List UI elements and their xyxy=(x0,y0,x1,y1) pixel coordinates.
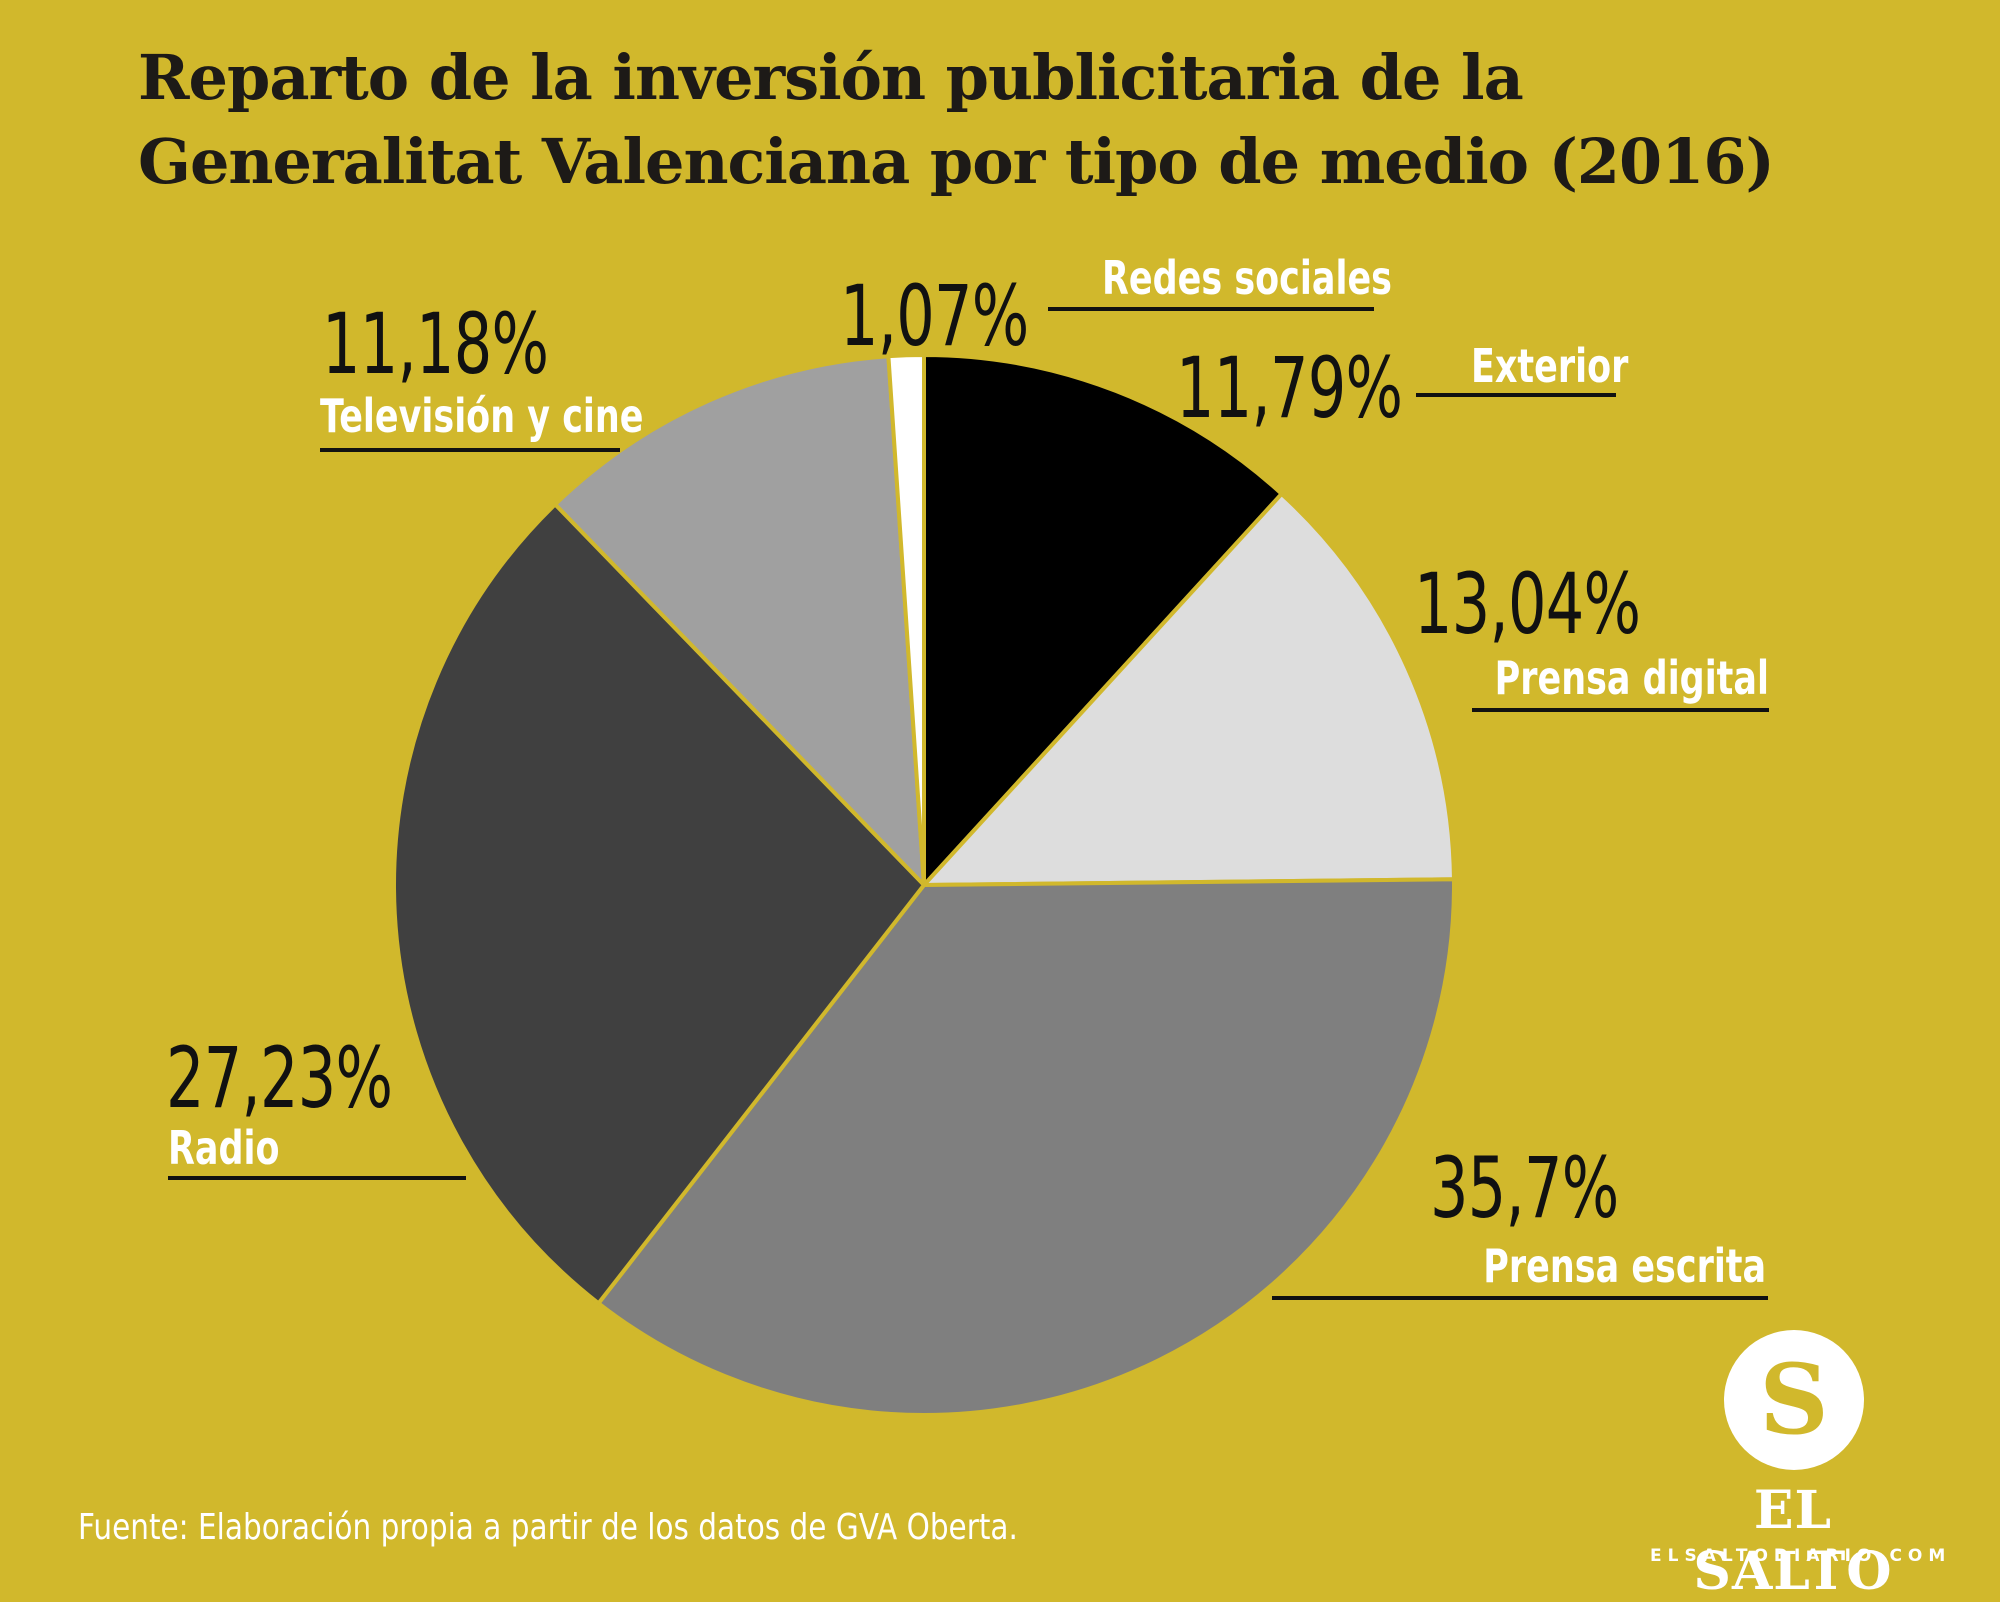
chart-title-line-2: Generalitat Valenciana por tipo de medio… xyxy=(138,125,1775,198)
leader-rule-radio xyxy=(168,1176,466,1180)
pie-slice-radio xyxy=(392,502,926,1306)
pie-slice-prensa-escrita xyxy=(596,877,1456,1417)
logo-monogram: S xyxy=(1759,1343,1829,1456)
value-label-redes-sociales: 1,07% xyxy=(840,267,1029,365)
category-label-redes-sociales: Redes sociales xyxy=(1102,251,1392,305)
pie-slice-prensa-digital xyxy=(922,491,1456,887)
chart-title-line-1: Reparto de la inversión publicitaria de … xyxy=(138,41,1524,114)
category-label-exterior: Exterior xyxy=(1471,339,1629,393)
chart-title: Reparto de la inversión publicitaria de … xyxy=(138,36,1838,204)
category-label-prensa-digital: Prensa digital xyxy=(1494,651,1769,705)
value-label-television-y-cine: 11,18% xyxy=(322,295,549,393)
leader-rule-prensa-escrita xyxy=(1272,1296,1768,1300)
value-label-radio: 27,23% xyxy=(166,1029,393,1127)
value-label-prensa-digital: 13,04% xyxy=(1414,555,1641,653)
pie-slice-exterior xyxy=(922,353,1284,887)
leader-rule-redes-sociales xyxy=(1048,307,1374,311)
pie-slice-redes-sociales xyxy=(886,353,926,887)
leader-rule-television-y-cine xyxy=(320,448,620,452)
el-salto-logo: S xyxy=(1724,1330,1864,1470)
source-note: Fuente: Elaboración propia a partir de l… xyxy=(78,1507,1018,1548)
category-label-prensa-escrita: Prensa escrita xyxy=(1483,1239,1766,1293)
category-label-radio: Radio xyxy=(168,1121,280,1175)
leader-rule-exterior xyxy=(1416,393,1616,397)
value-label-exterior: 11,79% xyxy=(1176,339,1403,437)
category-label-television-y-cine: Televisión y cine xyxy=(320,389,644,443)
leader-rule-prensa-digital xyxy=(1472,708,1769,712)
value-label-prensa-escrita: 35,7% xyxy=(1430,1139,1619,1237)
pie-slice-television-y-cine xyxy=(553,354,926,887)
brand-url: ELSALTODIARIO.COM xyxy=(1650,1546,1952,1566)
brand-name: EL SALTO xyxy=(1693,1480,1893,1602)
